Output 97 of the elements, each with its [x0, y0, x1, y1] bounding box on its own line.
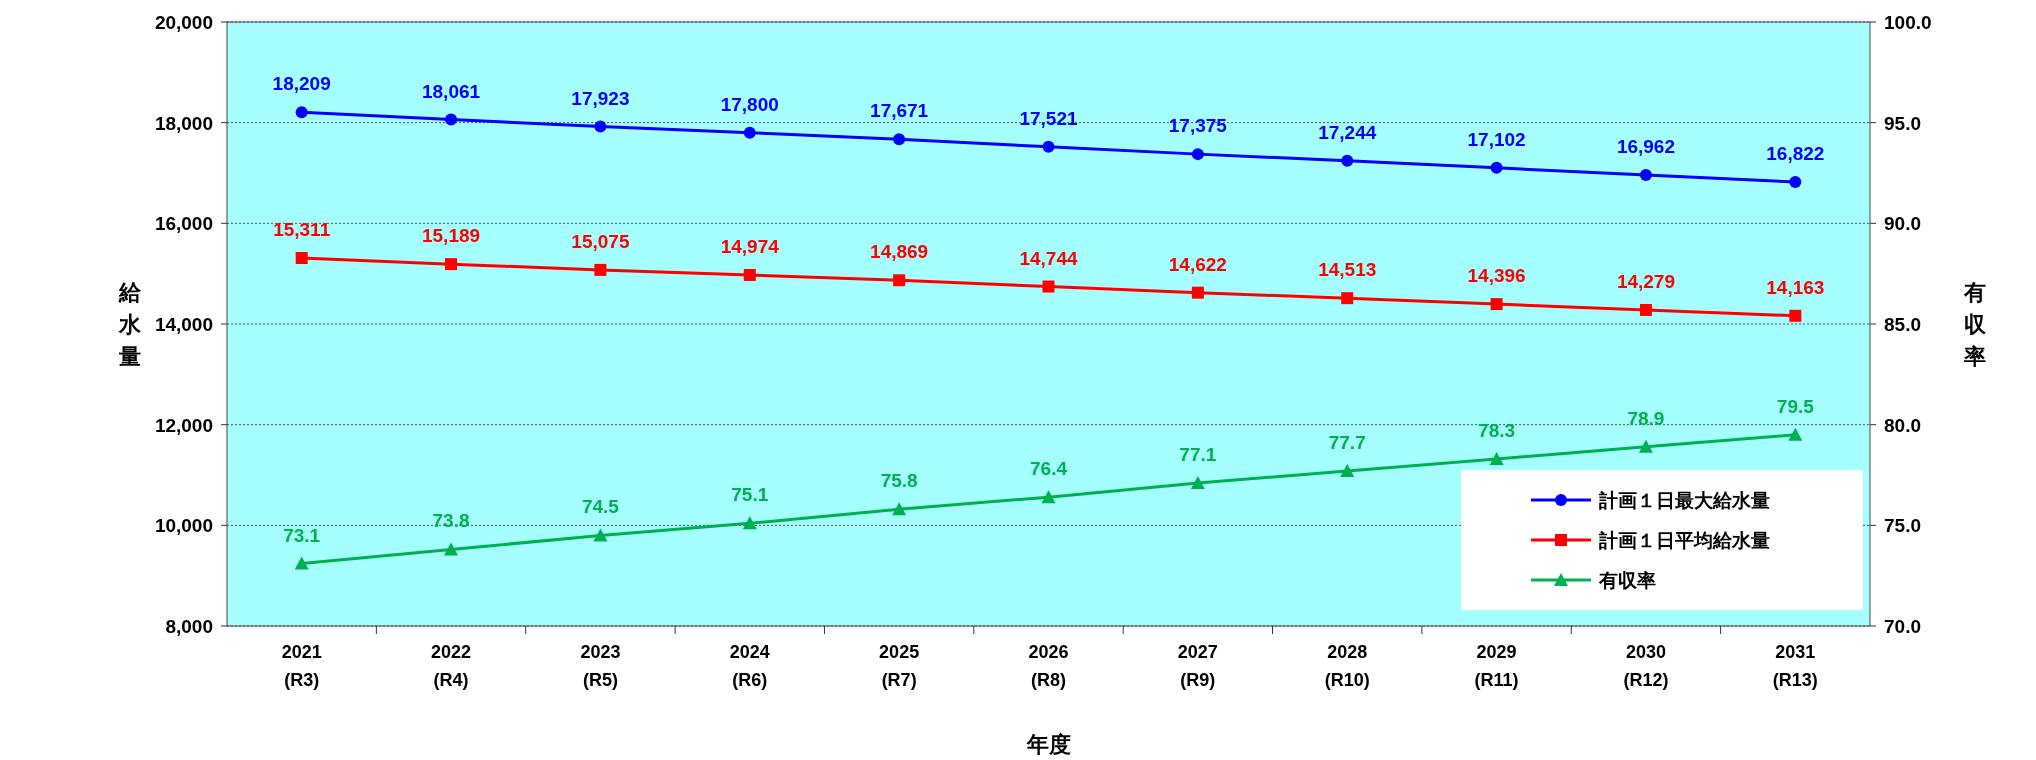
point	[1042, 140, 1055, 153]
data-label: 17,671	[870, 100, 929, 122]
data-label: 14,279	[1616, 270, 1676, 292]
data-label: 76.4	[1030, 458, 1068, 480]
point	[743, 126, 756, 139]
x-tick-label: 2030 (R12)	[1623, 642, 1669, 690]
x-tick-label: 2028 (R10)	[1324, 642, 1370, 690]
point	[1639, 168, 1652, 181]
y-tick-label: 20,000	[154, 12, 213, 33]
y2-tick-label: 75.0	[1884, 515, 1921, 537]
point	[1190, 476, 1205, 490]
point	[1042, 280, 1055, 293]
data-label: 14,869	[870, 241, 929, 263]
data-label: 75.1	[731, 484, 769, 506]
data-label: 14,622	[1168, 253, 1227, 275]
y-tick-label: 10,000	[154, 515, 213, 537]
x-tick-label: 2023 (R5)	[580, 642, 621, 690]
data-label: 73.1	[283, 524, 321, 546]
point	[1341, 292, 1354, 305]
x-tick-label: 2031 (R13)	[1772, 642, 1818, 690]
legend-label: 計画１日最大給水量	[1598, 490, 1770, 511]
y2-tick-label: 85.0	[1884, 314, 1921, 335]
data-label: 14,513	[1318, 259, 1377, 281]
y2-tick-label: 80.0	[1884, 414, 1921, 436]
data-label: 16,962	[1616, 135, 1676, 157]
point	[1789, 309, 1802, 322]
data-label: 18,209	[272, 73, 331, 95]
point	[1789, 175, 1802, 188]
legend-label: 計画１日平均給水量	[1598, 530, 1770, 551]
point	[1639, 303, 1652, 316]
y-tick-label: 16,000	[154, 213, 213, 235]
data-label: 17,244	[1318, 121, 1377, 143]
point	[444, 542, 459, 556]
x-tick-label: 2025 (R7)	[879, 642, 920, 690]
point	[445, 113, 458, 126]
y-tick-label: 18,000	[154, 112, 213, 134]
x-tick-label: 2022 (R4)	[431, 642, 472, 690]
data-label: 75.8	[880, 470, 918, 492]
data-label: 74.5	[581, 496, 620, 518]
point	[594, 120, 607, 133]
data-label: 16,822	[1766, 142, 1825, 164]
y-tick-label: 8,000	[165, 616, 213, 637]
x-tick-label: 2027 (R9)	[1177, 642, 1218, 690]
point	[1340, 463, 1355, 477]
data-label: 78.9	[1627, 407, 1665, 429]
data-label: 17,102	[1467, 128, 1526, 150]
y2-tick-label: 100.0	[1884, 12, 1932, 33]
point	[1341, 154, 1354, 167]
point	[594, 263, 607, 276]
point	[1490, 161, 1503, 174]
point	[893, 274, 906, 287]
point	[1191, 148, 1204, 161]
data-label: 14,396	[1467, 265, 1526, 287]
point	[1788, 427, 1803, 441]
point	[893, 133, 906, 146]
x-tick-label: 2021 (R3)	[281, 642, 322, 690]
y-tick-label: 14,000	[154, 314, 213, 335]
data-label: 15,075	[571, 230, 630, 252]
point	[294, 556, 309, 570]
point	[295, 252, 308, 265]
data-label: 14,163	[1766, 276, 1825, 298]
point	[593, 528, 608, 542]
y2-tick-label: 70.0	[1884, 616, 1921, 637]
point	[742, 516, 757, 530]
point	[892, 502, 907, 516]
point	[1489, 451, 1504, 465]
data-label: 14,744	[1019, 247, 1078, 269]
x-tick-label: 2029 (R11)	[1474, 642, 1519, 690]
data-label: 15,189	[421, 225, 481, 247]
data-label: 17,800	[720, 93, 779, 115]
point	[743, 268, 756, 281]
point	[1490, 298, 1503, 311]
x-tick-label: 2024 (R6)	[729, 642, 770, 690]
x-tick-label: 2026 (R8)	[1028, 642, 1069, 690]
point	[445, 258, 458, 271]
data-label: 18,061	[421, 80, 481, 102]
legend-label: 有収率	[1598, 570, 1656, 591]
data-label: 14,974	[720, 235, 780, 257]
data-label: 77.7	[1328, 431, 1366, 453]
point	[1191, 286, 1204, 299]
point	[295, 106, 308, 119]
point	[1638, 439, 1653, 453]
data-label: 73.8	[432, 510, 470, 532]
data-label: 17,521	[1019, 107, 1078, 129]
y2-axis-title: 有収率	[1963, 280, 1987, 369]
y-axis-title: 給水量	[118, 280, 142, 369]
x-axis-title: 年度	[1025, 732, 1071, 757]
data-label: 79.5	[1776, 395, 1815, 417]
data-label: 17,923	[571, 87, 630, 109]
y2-tick-label: 90.0	[1884, 213, 1921, 235]
data-label: 78.3	[1478, 419, 1516, 441]
y-tick-label: 12,000	[154, 414, 213, 436]
point	[1041, 490, 1056, 504]
data-label: 15,311	[273, 219, 331, 241]
data-label: 17,375	[1168, 115, 1228, 137]
y2-tick-label: 95.0	[1884, 112, 1921, 134]
data-label: 77.1	[1179, 444, 1217, 466]
